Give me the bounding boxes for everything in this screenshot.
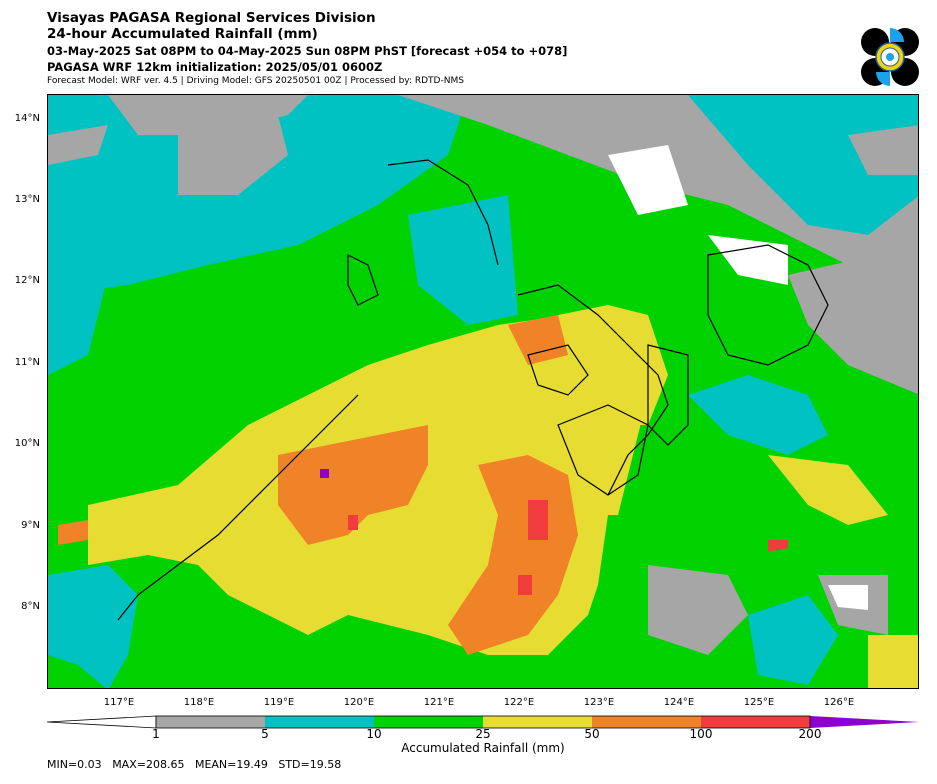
rain-zone-25-50 bbox=[768, 455, 888, 525]
coastline bbox=[527, 344, 589, 396]
rain-zone-50-100 bbox=[58, 520, 88, 545]
map-subtitle: 24-hour Accumulated Rainfall (mm) bbox=[47, 26, 318, 42]
rain-zone-1-5 bbox=[48, 125, 108, 165]
colorbar bbox=[46, 714, 921, 733]
colorbar-segment bbox=[265, 716, 374, 728]
stat-max: MAX=208.65 bbox=[112, 758, 185, 771]
rain-zone-50-100 bbox=[508, 315, 568, 365]
rain-zone-5-10 bbox=[748, 595, 838, 685]
latitude-label: 8°N bbox=[21, 601, 40, 612]
statistics-line: MIN=0.03 MAX=208.65 MEAN=19.49 STD=19.58 bbox=[47, 758, 341, 771]
rain-zone-100-200 bbox=[518, 575, 532, 595]
rain-zone-1-5 bbox=[848, 125, 918, 175]
colorbar-over-arrow bbox=[810, 716, 919, 728]
colorbar-segment bbox=[483, 716, 592, 728]
longitude-label: 122°E bbox=[503, 697, 535, 708]
longitude-label: 126°E bbox=[823, 697, 855, 708]
rain-zone-1-5 bbox=[178, 115, 288, 195]
rain-zone-25-50 bbox=[868, 635, 918, 688]
rain-zone-50-100 bbox=[278, 425, 428, 545]
rain-zone-100-200 bbox=[348, 515, 358, 530]
model-initialization: PAGASA WRF 12km initialization: 2025/05/… bbox=[47, 60, 383, 74]
longitude-label: 124°E bbox=[663, 697, 695, 708]
rain-zone-5-10 bbox=[688, 375, 828, 455]
rain-zone-below-1 bbox=[828, 585, 868, 610]
rain-zone-1-5 bbox=[108, 95, 308, 135]
longitude-label: 120°E bbox=[343, 697, 375, 708]
longitude-label: 121°E bbox=[423, 697, 455, 708]
colorbar-tick-label: 50 bbox=[584, 727, 600, 741]
colorbar-label: Accumulated Rainfall (mm) bbox=[401, 741, 565, 755]
rain-zone-10-25 bbox=[48, 655, 106, 688]
rain-zone-below-1 bbox=[708, 235, 788, 285]
rain-zone-5-10 bbox=[408, 195, 518, 325]
colorbar-frame bbox=[155, 715, 811, 729]
longitude-label: 125°E bbox=[743, 697, 775, 708]
rain-zone-above-200 bbox=[320, 469, 329, 478]
stat-std: STD=19.58 bbox=[278, 758, 342, 771]
coastline bbox=[707, 244, 829, 366]
stat-mean: MEAN=19.49 bbox=[194, 758, 268, 771]
colorbar-tick-label: 5 bbox=[261, 727, 269, 741]
coastline bbox=[387, 159, 499, 266]
rain-zone-100-200 bbox=[528, 500, 548, 540]
colorbar-tick-label: 200 bbox=[798, 727, 822, 741]
rainfall-map bbox=[47, 94, 919, 689]
rain-zone-10-25 bbox=[588, 515, 918, 688]
longitude-label: 117°E bbox=[103, 697, 135, 708]
latitude-label: 10°N bbox=[14, 438, 40, 449]
colorbar-tick-label: 25 bbox=[475, 727, 491, 741]
coastline bbox=[117, 394, 359, 621]
colorbar-tick-label: 100 bbox=[689, 727, 713, 741]
forecast-period: 03-May-2025 Sat 08PM to 04-May-2025 Sun … bbox=[47, 44, 568, 58]
latitude-label: 14°N bbox=[14, 113, 40, 124]
colorbar-tick-label: 10 bbox=[366, 727, 382, 741]
latitude-label: 11°N bbox=[14, 357, 40, 368]
colorbar-segment bbox=[374, 716, 483, 728]
latitude-label: 9°N bbox=[21, 520, 40, 531]
rain-zone-5-10 bbox=[48, 565, 138, 688]
colorbar-segment bbox=[592, 716, 701, 728]
longitude-label: 118°E bbox=[183, 697, 215, 708]
colorbar-tick-label: 1 bbox=[152, 727, 160, 741]
rain-zone-below-1 bbox=[608, 145, 688, 215]
latitude-label: 12°N bbox=[14, 275, 40, 286]
coastline bbox=[517, 284, 669, 496]
model-info: Forecast Model: WRF ver. 4.5 | Driving M… bbox=[47, 76, 464, 86]
latitude-label: 13°N bbox=[14, 194, 40, 205]
rain-zone-1-5 bbox=[648, 565, 748, 655]
rain-zone-5-10 bbox=[688, 95, 918, 235]
coastline bbox=[647, 344, 689, 446]
rain-zone-1-5 bbox=[788, 245, 918, 395]
coastline bbox=[557, 404, 649, 496]
colorbar-segment bbox=[701, 716, 810, 728]
stat-min: MIN=0.03 bbox=[47, 758, 102, 771]
colorbar-segment bbox=[156, 716, 265, 728]
rain-zone-5-10 bbox=[48, 275, 108, 375]
longitude-label: 123°E bbox=[583, 697, 615, 708]
map-title: Visayas PAGASA Regional Services Divisio… bbox=[47, 10, 376, 26]
coastline bbox=[347, 254, 379, 306]
longitude-label: 119°E bbox=[263, 697, 295, 708]
pagasa-seal-icon bbox=[860, 27, 920, 87]
